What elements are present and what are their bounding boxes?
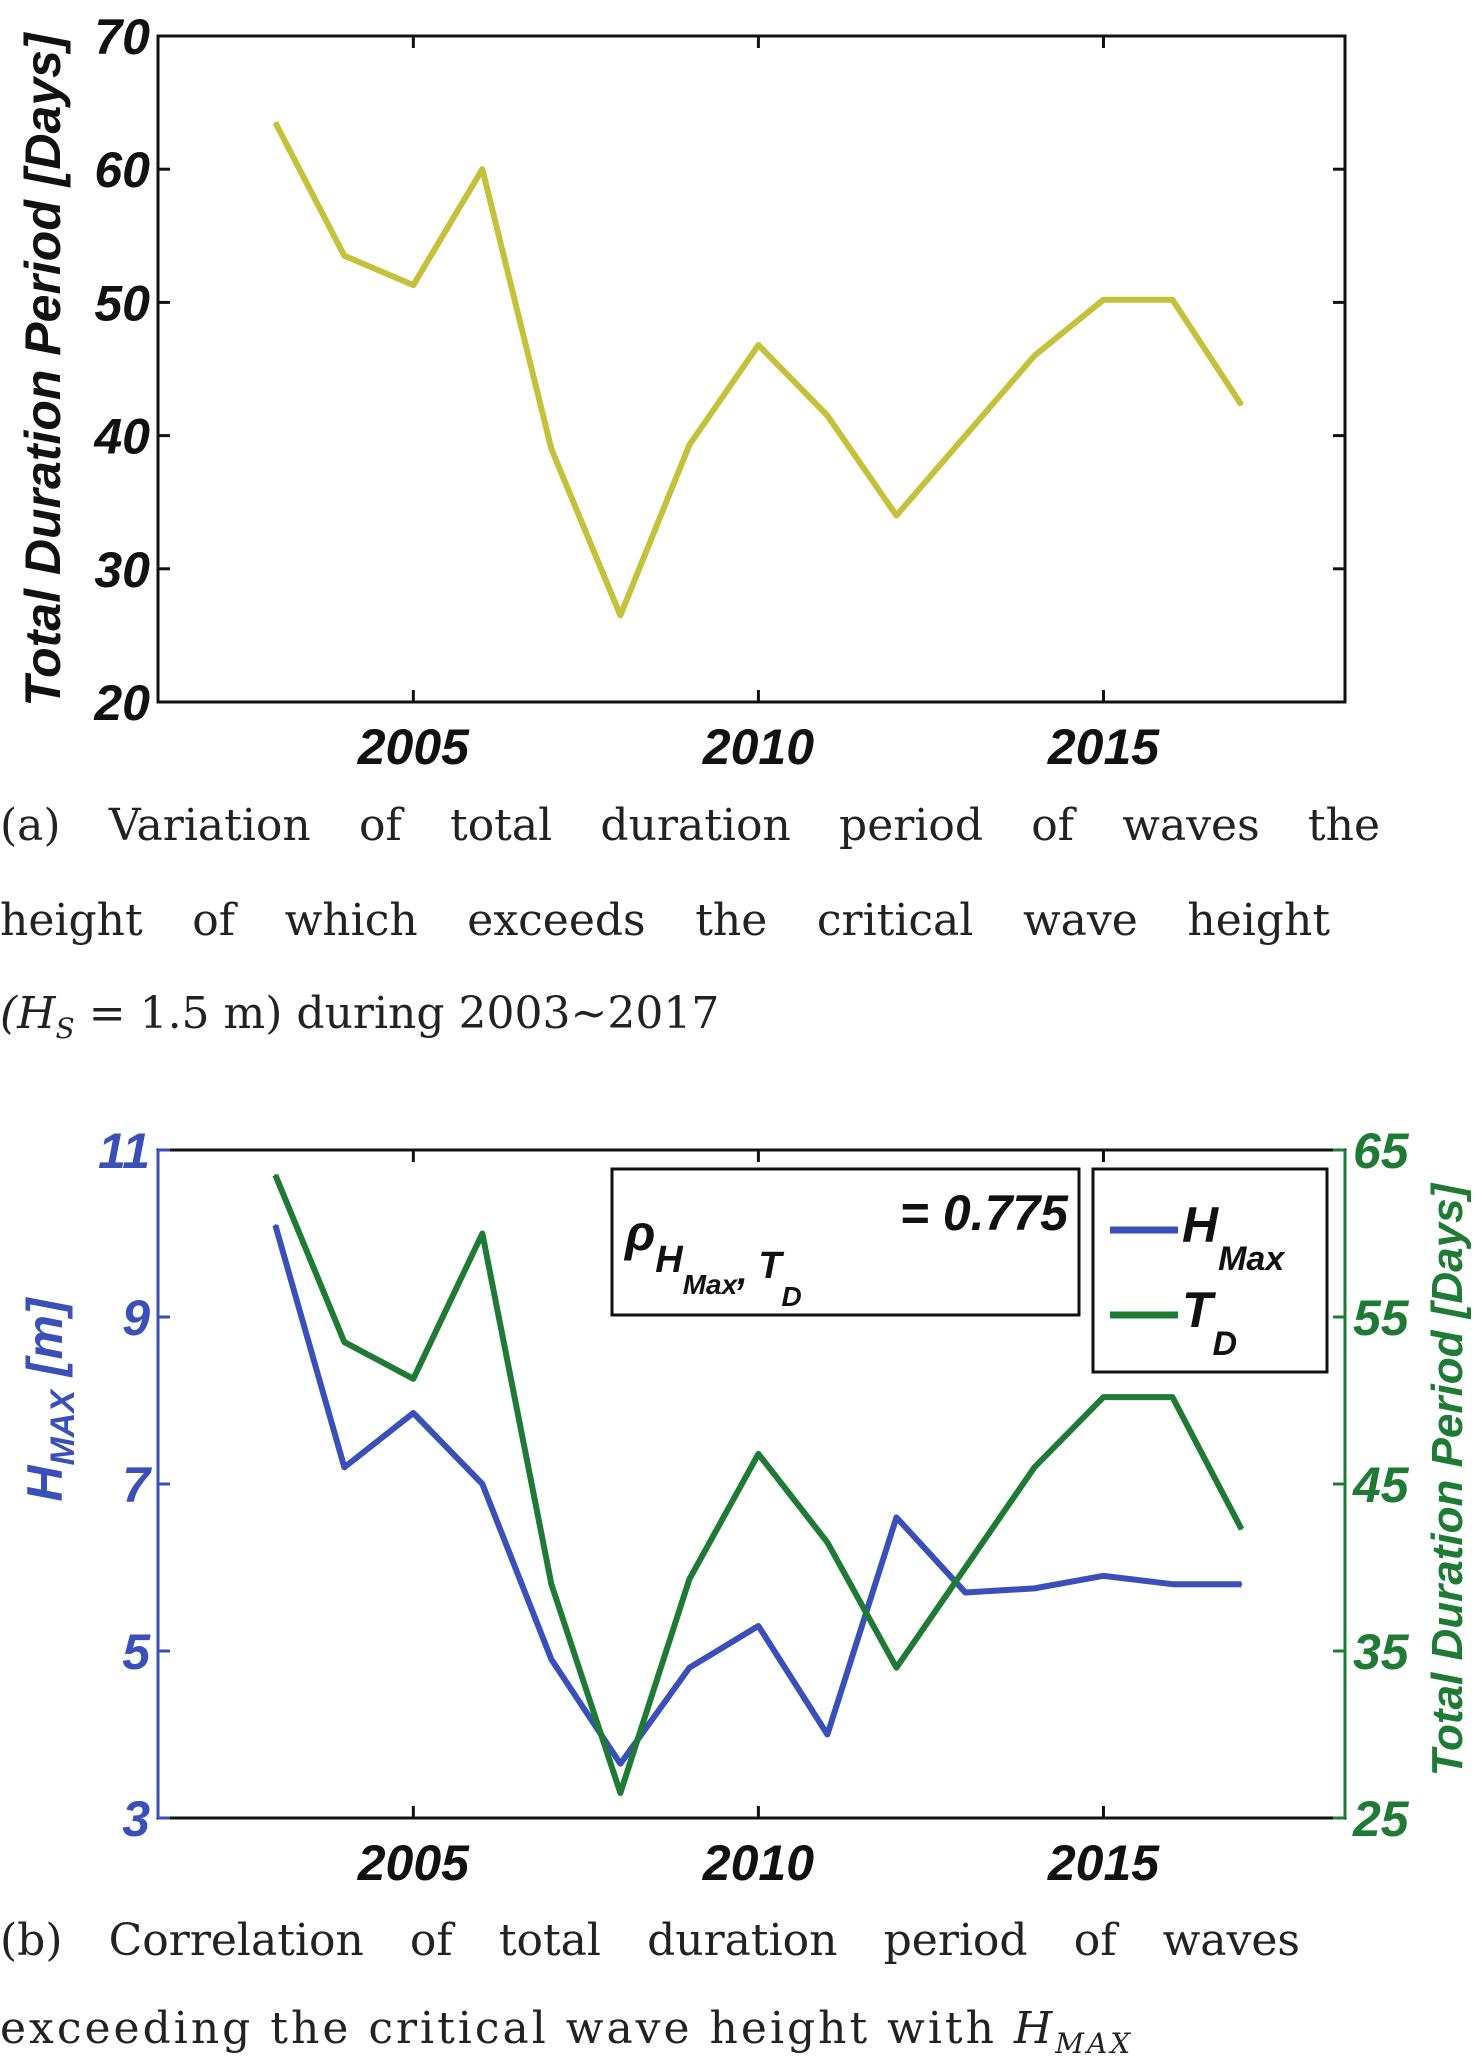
y-axis-label: Total Duration Period [Days] xyxy=(15,31,71,707)
data-point xyxy=(412,284,415,287)
data-point xyxy=(688,1578,691,1581)
data-point xyxy=(757,344,760,347)
caption-a-line3: (HS = 1.5 m) during 2003~2017 xyxy=(0,988,1380,1045)
y-tick-label: 20 xyxy=(93,675,150,731)
data-point xyxy=(1240,1528,1243,1531)
legend-label-1: TD xyxy=(1182,1282,1237,1363)
caption-a-line2: height of which exceeds the critical wav… xyxy=(0,895,1330,946)
data-point xyxy=(757,1624,760,1627)
data-point xyxy=(1240,1583,1243,1586)
y-tick-label: 40 xyxy=(93,409,150,465)
y-axis-label-left: HMAX [m] xyxy=(17,1296,82,1502)
data-point xyxy=(550,447,553,450)
data-point xyxy=(895,514,898,517)
data-point xyxy=(619,1762,622,1765)
data-point xyxy=(1240,403,1243,406)
y-tick-label: 55 xyxy=(1353,1290,1410,1346)
data-point xyxy=(619,1791,622,1794)
data-point xyxy=(895,1666,898,1669)
data-point xyxy=(1033,1587,1036,1590)
caption-hs-sub: S xyxy=(55,1011,75,1045)
data-point xyxy=(964,1566,967,1569)
data-point xyxy=(1033,354,1036,357)
data-point xyxy=(1033,1466,1036,1469)
data-point xyxy=(274,1174,277,1177)
data-point xyxy=(1102,298,1105,301)
caption-b-line1: (b) Correlation of total duration period… xyxy=(0,1915,1300,1966)
data-point xyxy=(757,1452,760,1455)
y-tick-label: 60 xyxy=(94,142,150,198)
x-tick-label: 2010 xyxy=(702,1835,814,1891)
data-point xyxy=(826,1733,829,1736)
x-tick-label: 2005 xyxy=(357,719,470,775)
correlation-label: ρHMax, TD xyxy=(623,1205,802,1312)
data-point xyxy=(1102,1574,1105,1577)
data-point xyxy=(343,254,346,257)
y-tick-label: 35 xyxy=(1353,1624,1410,1680)
data-point xyxy=(688,1666,691,1669)
caption-hmax: H xyxy=(1013,2003,1056,2054)
data-point xyxy=(481,1232,484,1235)
data-point xyxy=(688,443,691,446)
data-point xyxy=(619,614,622,617)
x-tick-label: 2015 xyxy=(1047,1835,1160,1891)
data-point xyxy=(826,414,829,417)
data-point xyxy=(1171,298,1174,301)
data-point xyxy=(1102,1396,1105,1399)
legend-box xyxy=(1091,1167,1329,1374)
x-tick-label: 2010 xyxy=(702,719,814,775)
caption-a-line1: (a) Variation of total duration period o… xyxy=(0,800,1380,851)
data-point xyxy=(412,1377,415,1380)
caption-a-rest: = 1.5 m) during 2003~2017 xyxy=(74,988,720,1039)
y-tick-label: 25 xyxy=(1352,1791,1410,1847)
series-line-t-d xyxy=(272,121,1244,619)
y-tick-label: 7 xyxy=(122,1457,152,1513)
y-tick-label: 65 xyxy=(1353,1123,1410,1179)
y-tick-label: 3 xyxy=(122,1791,150,1847)
data-point xyxy=(343,1341,346,1344)
data-point xyxy=(481,168,484,171)
data-point xyxy=(964,1591,967,1594)
caption-b-text: exceeding the critical wave height with xyxy=(0,2003,1014,2054)
y-tick-label: 50 xyxy=(94,275,150,331)
y-tick-label: 5 xyxy=(122,1624,151,1680)
data-point xyxy=(274,121,277,124)
data-point xyxy=(550,1658,553,1661)
y-axis-label-right: Total Duration Period [Days] xyxy=(1423,1182,1472,1776)
y-tick-label: 11 xyxy=(98,1123,150,1179)
data-point xyxy=(895,1516,898,1519)
data-point xyxy=(274,1224,277,1227)
caption-hmax-sub: MAX xyxy=(1055,2026,1134,2060)
correlation-box xyxy=(610,1167,1081,1317)
y-tick-label: 30 xyxy=(94,542,150,598)
data-point xyxy=(550,1583,553,1586)
data-point xyxy=(964,434,967,437)
data-point xyxy=(343,1466,346,1469)
y-tick-label: 70 xyxy=(94,9,150,65)
caption-hs: (H xyxy=(0,988,56,1039)
data-point xyxy=(826,1541,829,1544)
y-tick-label: 9 xyxy=(122,1290,150,1346)
plot-frame xyxy=(156,34,1347,704)
caption-b-line2: exceeding the critical wave height with … xyxy=(0,2003,1380,2060)
x-tick-label: 2005 xyxy=(357,1835,470,1891)
data-point xyxy=(1171,1583,1174,1586)
y-tick-label: 45 xyxy=(1352,1457,1410,1513)
correlation-value: = 0.775 xyxy=(900,1185,1069,1241)
legend-label-0: HMax xyxy=(1182,1197,1286,1278)
data-point xyxy=(1171,1396,1174,1399)
data-point xyxy=(412,1412,415,1415)
data-point xyxy=(481,1483,484,1485)
x-tick-label: 2015 xyxy=(1047,719,1160,775)
